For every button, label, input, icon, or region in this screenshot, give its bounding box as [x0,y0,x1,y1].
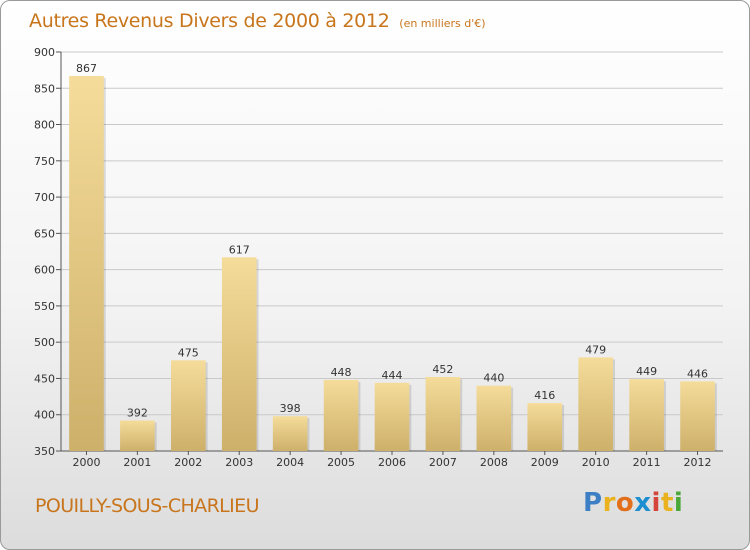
bar [527,403,563,451]
data-label: 448 [331,366,352,379]
y-tick-label: 550 [34,300,55,313]
proxiti-logo: Proxiti [583,488,683,518]
chart-title: Autres Revenus Divers de 2000 à 2012 (en… [29,10,486,32]
x-tick-label: 2008 [480,456,508,469]
x-tick-label: 2012 [684,456,712,469]
data-label: 617 [229,243,250,256]
y-tick-label: 400 [34,409,55,422]
y-tick-label: 450 [34,372,55,385]
x-tick-label: 2011 [633,456,661,469]
data-label: 392 [127,407,148,420]
data-label: 440 [483,372,504,385]
data-label: 446 [687,367,708,380]
data-label: 449 [636,365,657,378]
logo-letter: i [651,488,661,518]
data-label: 479 [585,343,606,356]
bar [69,75,104,451]
data-label: 867 [76,62,97,75]
x-tick-label: 2002 [174,456,202,469]
y-tick-label: 500 [34,336,55,349]
bars [69,75,717,451]
y-tick-label: 700 [34,191,55,204]
logo-letter: P [583,488,603,518]
x-tick-label: 2001 [123,456,151,469]
data-label: 398 [280,402,301,415]
logo-letter: o [615,488,635,518]
chart-unit: (en milliers d'€) [399,17,486,30]
y-tick-label: 650 [34,227,55,240]
y-tick-label: 750 [34,155,55,168]
data-label: 452 [432,363,453,376]
logo-letter: r [602,488,616,518]
x-tick-label: 2009 [531,456,559,469]
y-tick-label: 600 [34,264,55,277]
x-tick-label: 2010 [582,456,610,469]
data-label: 416 [534,389,555,402]
x-tick-label: 2000 [72,456,100,469]
bar [221,257,257,451]
bar [374,382,410,451]
x-tick-label: 2003 [225,456,253,469]
y-tick-label: 350 [34,445,55,458]
bar [425,377,461,451]
labels: 350 400 450 500 550 600 650 700 750 800 850 900 867 2… [34,46,712,469]
chart-title-text: Autres Revenus Divers de 2000 à 2012 [29,10,390,32]
data-label: 475 [178,346,199,359]
x-tick-label: 2004 [276,456,304,469]
logo-letter: i [673,488,684,518]
bar [476,385,512,451]
bar [578,357,614,451]
logo-letter: x [634,488,652,518]
bar [680,381,715,451]
x-tick-label: 2005 [327,456,355,469]
commune-name: POUILLY-SOUS-CHARLIEU [35,495,259,517]
y-tick-label: 850 [34,82,55,95]
bar [120,420,155,451]
bar [323,379,359,451]
data-label: 444 [382,369,403,382]
bar [170,360,206,451]
x-tick-label: 2007 [429,456,457,469]
y-tick-label: 800 [34,119,55,132]
logo-letter: t [660,488,674,518]
bar [629,379,664,451]
x-tick-label: 2006 [378,456,406,469]
y-tick-label: 900 [34,46,55,59]
bar [272,416,308,451]
